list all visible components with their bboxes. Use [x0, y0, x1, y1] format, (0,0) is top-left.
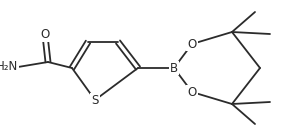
Text: H₂N: H₂N	[0, 61, 18, 73]
Text: B: B	[170, 61, 178, 75]
Text: S: S	[91, 94, 99, 107]
Text: O: O	[188, 86, 196, 99]
Text: O: O	[188, 37, 196, 50]
Text: O: O	[40, 29, 50, 42]
